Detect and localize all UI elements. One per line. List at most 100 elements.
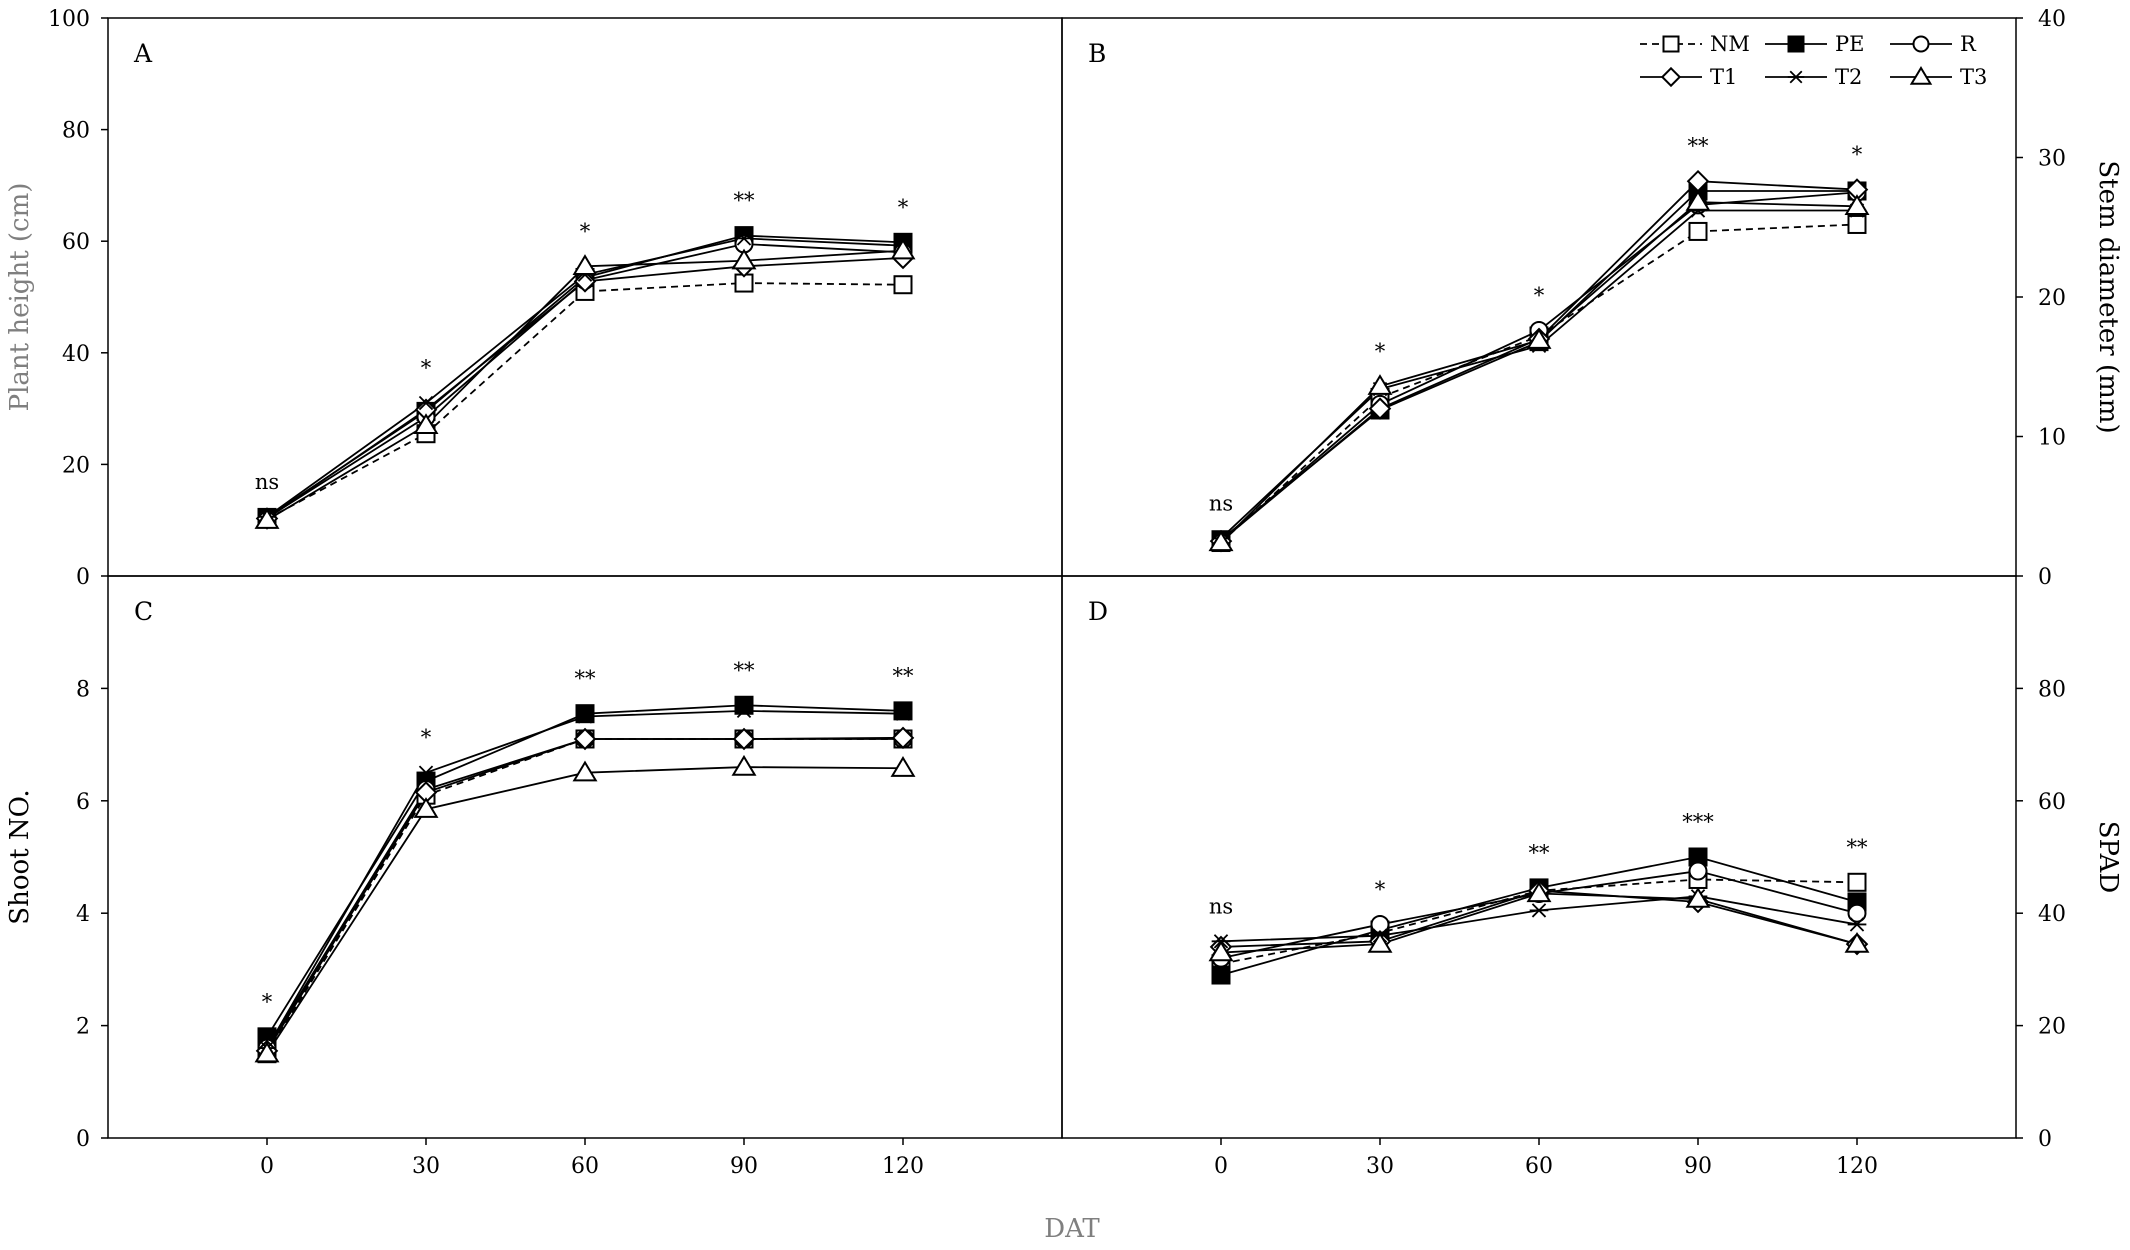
y-tick-label: 20	[2038, 286, 2066, 311]
significance-label: **	[575, 667, 597, 691]
significance-label: *	[1375, 339, 1386, 363]
point-r	[1847, 903, 1867, 923]
legend-label: T3	[1960, 65, 1987, 89]
point-r	[1688, 861, 1708, 881]
x-tick-label: 60	[1525, 1154, 1553, 1179]
point-t3	[731, 248, 757, 270]
point-t1	[891, 726, 915, 750]
y-tick-label: 0	[2038, 1127, 2052, 1152]
significance-label: **	[1529, 841, 1551, 865]
legend-marker	[1787, 35, 1805, 53]
point-t3	[413, 797, 439, 818]
point-t3	[1526, 328, 1552, 349]
significance-label: ***	[1682, 810, 1714, 834]
x-tick-label: 90	[1684, 1154, 1712, 1179]
x-tick-label: 90	[730, 1154, 758, 1179]
series-line-nm	[266, 282, 904, 520]
legend-marker	[1912, 35, 1930, 53]
y-tick-label: 20	[2038, 1015, 2066, 1040]
point-t3	[413, 413, 439, 434]
point-t2	[893, 706, 913, 721]
legend-marker	[1787, 70, 1805, 84]
point-nm	[1847, 872, 1867, 892]
x-tick-label: 120	[882, 1154, 924, 1179]
significance-label: ns	[255, 470, 279, 494]
y-tick-label: 0	[76, 1127, 90, 1152]
point-t1	[732, 727, 756, 751]
point-t3	[1844, 931, 1870, 953]
point-t3	[572, 760, 598, 782]
significance-label: *	[1534, 283, 1545, 307]
y-tick-label: 100	[48, 7, 90, 32]
y-axis-title: Plant height (cm)	[5, 183, 35, 412]
y-tick-label: 60	[2038, 790, 2066, 815]
point-t2	[416, 395, 436, 411]
legend-marker	[1662, 35, 1680, 53]
significance-label: **	[893, 664, 915, 688]
point-t3	[1844, 194, 1870, 215]
legend-label: NM	[1710, 32, 1750, 56]
point-t1	[573, 270, 597, 293]
point-t3	[254, 508, 280, 529]
y-tick-label: 40	[62, 342, 90, 367]
legend-label: R	[1960, 32, 1977, 56]
y-tick-label: 0	[2038, 565, 2052, 590]
point-t3	[731, 754, 757, 776]
y-axis-title: Stem diameter (mm)	[2093, 160, 2123, 433]
legend-entry-t2: T2	[1765, 65, 1862, 89]
y-tick-label: 20	[62, 453, 90, 478]
point-t2	[1529, 903, 1549, 918]
y-axis-title: Shoot NO.	[5, 789, 35, 924]
point-t1	[573, 727, 597, 751]
significance-label: **	[1688, 134, 1710, 158]
y-tick-label: 0	[76, 565, 90, 590]
legend-entry-nm: NM	[1640, 32, 1750, 56]
legend-entry-pe: PE	[1765, 32, 1864, 56]
y-tick-label: 10	[2038, 426, 2066, 451]
y-tick-label: 4	[76, 902, 90, 927]
x-axis-title: DAT	[1044, 1214, 1100, 1244]
x-tick-label: 120	[1836, 1154, 1878, 1179]
point-pe	[893, 701, 913, 721]
point-t3	[890, 238, 916, 260]
significance-label: *	[898, 195, 909, 219]
legend-label: PE	[1835, 32, 1864, 56]
legend-label: T2	[1835, 65, 1862, 89]
legend-marker	[1909, 66, 1933, 85]
point-t3	[890, 756, 916, 777]
y-tick-label: 30	[2038, 147, 2066, 172]
significance-label: *	[421, 726, 432, 750]
y-axis-title: SPAD	[2093, 821, 2123, 894]
point-nm	[1688, 221, 1708, 241]
significance-label: ns	[1209, 491, 1233, 515]
legend-entry-t3: T3	[1890, 65, 1987, 89]
y-tick-label: 6	[76, 790, 90, 815]
point-pe	[575, 704, 595, 724]
panel-label: B	[1088, 39, 1106, 68]
point-t2	[734, 231, 754, 246]
legend-marker	[1660, 66, 1682, 88]
point-t3	[1526, 881, 1552, 903]
y-tick-label: 2	[76, 1015, 90, 1040]
y-tick-label: 40	[2038, 902, 2066, 927]
point-t3	[254, 1041, 280, 1063]
point-t3	[1208, 530, 1234, 552]
point-t3	[572, 254, 598, 275]
panel-label: C	[134, 597, 153, 626]
point-t3	[1685, 189, 1711, 211]
significance-label: ns	[1209, 894, 1233, 918]
y-tick-label: 8	[76, 677, 90, 702]
panel-label: A	[133, 39, 153, 68]
point-t1	[1368, 397, 1392, 420]
point-t2	[1847, 917, 1867, 932]
x-tick-label: 60	[571, 1154, 599, 1179]
point-pe	[1211, 965, 1231, 985]
significance-label: *	[262, 990, 273, 1014]
y-tick-label: 40	[2038, 7, 2066, 32]
legend-entry-r: R	[1890, 32, 1977, 56]
point-t3	[1367, 931, 1393, 953]
